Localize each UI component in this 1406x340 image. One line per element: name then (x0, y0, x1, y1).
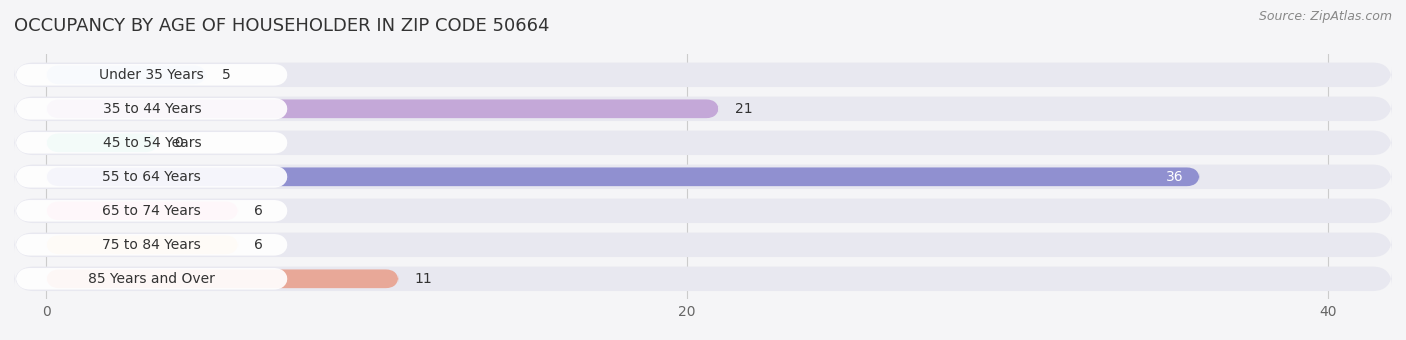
Text: 0: 0 (174, 136, 183, 150)
FancyBboxPatch shape (15, 234, 288, 256)
FancyBboxPatch shape (15, 132, 288, 154)
FancyBboxPatch shape (15, 64, 288, 86)
FancyBboxPatch shape (46, 270, 398, 288)
FancyBboxPatch shape (46, 168, 1199, 186)
FancyBboxPatch shape (15, 200, 288, 222)
Text: 21: 21 (735, 102, 752, 116)
FancyBboxPatch shape (46, 236, 239, 254)
Text: 55 to 64 Years: 55 to 64 Years (103, 170, 201, 184)
FancyBboxPatch shape (14, 97, 1392, 121)
FancyBboxPatch shape (15, 98, 288, 120)
Text: 6: 6 (254, 204, 263, 218)
FancyBboxPatch shape (46, 202, 239, 220)
Text: 11: 11 (415, 272, 433, 286)
Text: 75 to 84 Years: 75 to 84 Years (103, 238, 201, 252)
FancyBboxPatch shape (14, 63, 1392, 87)
FancyBboxPatch shape (14, 233, 1392, 257)
Text: OCCUPANCY BY AGE OF HOUSEHOLDER IN ZIP CODE 50664: OCCUPANCY BY AGE OF HOUSEHOLDER IN ZIP C… (14, 17, 550, 35)
FancyBboxPatch shape (15, 166, 288, 188)
FancyBboxPatch shape (15, 268, 288, 290)
FancyBboxPatch shape (14, 267, 1392, 291)
Text: Under 35 Years: Under 35 Years (100, 68, 204, 82)
FancyBboxPatch shape (46, 100, 718, 118)
Text: 5: 5 (222, 68, 231, 82)
Text: 85 Years and Over: 85 Years and Over (89, 272, 215, 286)
FancyBboxPatch shape (14, 165, 1392, 189)
FancyBboxPatch shape (14, 131, 1392, 155)
Text: 35 to 44 Years: 35 to 44 Years (103, 102, 201, 116)
Text: 65 to 74 Years: 65 to 74 Years (103, 204, 201, 218)
Text: 36: 36 (1166, 170, 1184, 184)
Text: 45 to 54 Years: 45 to 54 Years (103, 136, 201, 150)
FancyBboxPatch shape (46, 134, 159, 152)
Text: 6: 6 (254, 238, 263, 252)
FancyBboxPatch shape (46, 66, 207, 84)
Text: Source: ZipAtlas.com: Source: ZipAtlas.com (1258, 10, 1392, 23)
FancyBboxPatch shape (14, 199, 1392, 223)
